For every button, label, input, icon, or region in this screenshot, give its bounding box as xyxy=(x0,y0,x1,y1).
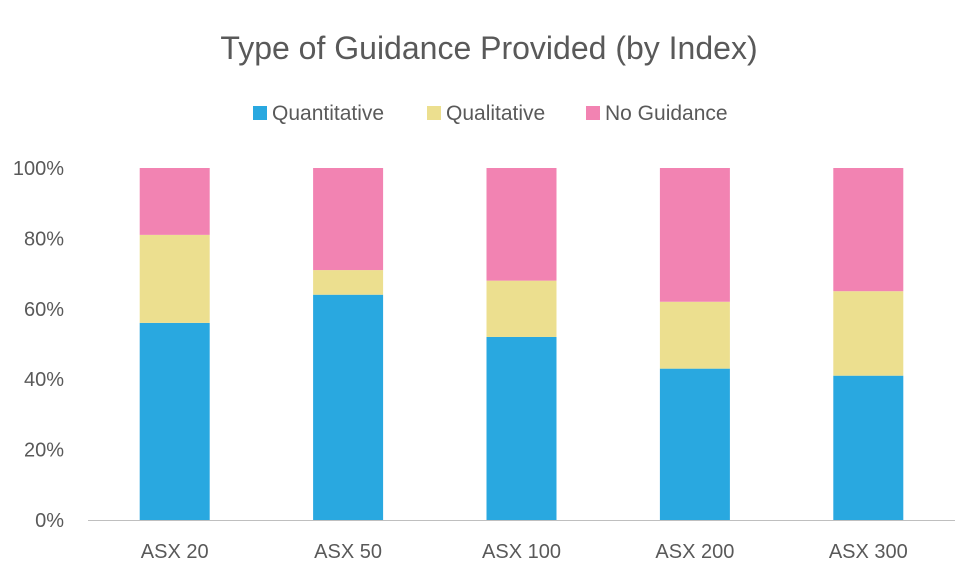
bar-no-guidance xyxy=(139,168,210,235)
bar-quantitative xyxy=(139,322,210,520)
y-tick-label: 40% xyxy=(24,369,64,391)
legend-item-qualitative: Qualitative xyxy=(427,102,545,125)
bar-group-asx-50 xyxy=(313,168,384,520)
chart-title: Type of Guidance Provided (by Index) xyxy=(220,30,757,66)
x-tick-label: ASX 50 xyxy=(314,541,382,563)
x-tick-label: ASX 20 xyxy=(141,541,209,563)
x-tick-label: ASX 300 xyxy=(829,541,908,563)
legend-label: No Guidance xyxy=(605,102,728,125)
legend-swatch xyxy=(586,106,600,120)
bar-quantitative xyxy=(313,294,384,520)
bar-no-guidance xyxy=(833,168,904,292)
x-axis: ASX 20 ASX 50 ASX 100 ASX 200 ASX 300 xyxy=(88,520,955,563)
y-tick-label: 0% xyxy=(35,510,64,532)
x-tick-label: ASX 100 xyxy=(482,541,561,563)
y-tick-label: 20% xyxy=(24,440,64,462)
legend-item-no-guidance: No Guidance xyxy=(586,102,728,125)
bar-group-asx-100 xyxy=(486,168,557,520)
bar-quantitative xyxy=(659,368,730,520)
bar-qualitative xyxy=(833,291,904,376)
bar-group-asx-20 xyxy=(139,168,210,520)
bar-quantitative xyxy=(486,336,557,520)
y-axis: 0% 20% 40% 60% 80% 100% xyxy=(13,158,64,532)
y-tick-label: 80% xyxy=(24,228,64,250)
y-tick-label: 60% xyxy=(24,299,64,321)
bar-no-guidance xyxy=(486,168,557,281)
bar-no-guidance xyxy=(659,168,730,302)
bar-group-asx-200 xyxy=(659,168,730,520)
legend-item-quantitative: Quantitative xyxy=(253,102,384,125)
bar-no-guidance xyxy=(313,168,384,271)
legend-label: Quantitative xyxy=(272,102,384,125)
bar-group-asx-300 xyxy=(833,168,904,520)
y-tick-label: 100% xyxy=(13,158,64,180)
bar-qualitative xyxy=(486,280,557,337)
bar-quantitative xyxy=(833,375,904,520)
bar-qualitative xyxy=(139,234,210,323)
legend-swatch xyxy=(427,106,441,120)
bars xyxy=(139,168,904,520)
legend-label: Qualitative xyxy=(446,102,545,125)
bar-qualitative xyxy=(659,301,730,369)
bar-qualitative xyxy=(313,270,384,295)
x-tick-label: ASX 200 xyxy=(655,541,734,563)
legend: Quantitative Qualitative No Guidance xyxy=(253,102,728,125)
legend-swatch xyxy=(253,106,267,120)
